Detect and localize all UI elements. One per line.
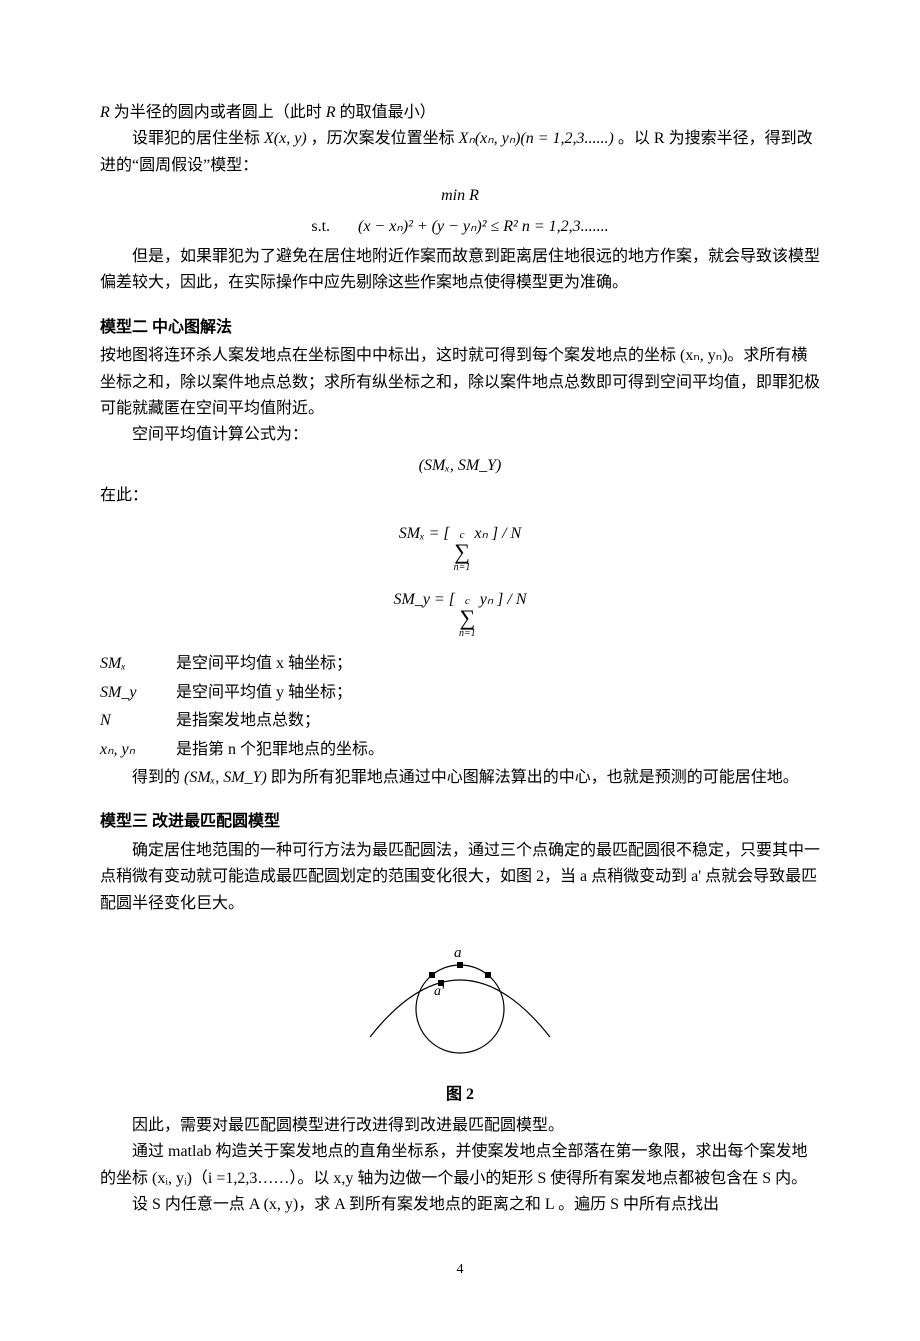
var-R-2: R	[326, 104, 336, 121]
model2-here: 在此：	[100, 483, 820, 509]
def-row: N 是指案发地点总数；	[100, 708, 820, 734]
def-sym: xₙ, yₙ	[100, 737, 160, 763]
intro-para2: 但是，如果罪犯为了避免在居住地附近作案而故意到距离居住地很远的地方作案，就会导致…	[100, 244, 820, 297]
sum-bot-1: n=1	[454, 563, 471, 573]
sum-bot-2: n=1	[459, 629, 476, 639]
figure-2-caption: 图 2	[100, 1082, 820, 1108]
model2-p3a: 得到的	[132, 769, 184, 786]
eq-SMy: SM_y = [ c ∑ n=1 yₙ ] / N	[100, 585, 820, 641]
intro-line1-post: 的取值最小）	[340, 104, 436, 121]
model2-p2: 空间平均值计算公式为：	[100, 422, 820, 448]
def-row: xₙ, yₙ 是指第 n 个犯罪地点的坐标。	[100, 737, 820, 763]
page: R 为半径的圆内或者圆上（此时 R 的取值最小） 设罪犯的居住坐标 X(x, y…	[0, 0, 920, 1341]
expr-Xn: Xₙ(xₙ, yₙ)(n = 1,2,3......)	[459, 130, 614, 147]
eq-SMpair: (SMₓ, SM_Y)	[100, 453, 820, 479]
eq-minR: min R	[100, 183, 820, 209]
svg-text:a': a'	[434, 984, 445, 999]
eq-st: s.t. (x − xₙ)² + (y − yₙ)² ≤ R² n = 1,2,…	[100, 214, 820, 240]
model3-p4: 设 S 内任意一点 A (x, y)，求 A 到所有案发地点的距离之和 L 。遍…	[100, 1192, 820, 1218]
expr-SMpair2: (SMₓ, SM_Y)	[184, 769, 267, 786]
model3-title: 模型三 改进最匹配圆模型	[100, 809, 820, 835]
model3-p2: 因此，需要对最匹配圆模型进行改进得到改进最匹配圆模型。	[100, 1113, 820, 1139]
figure-2-svg: a a'	[360, 927, 560, 1067]
svg-text:a: a	[454, 945, 462, 961]
def-txt: 是空间平均值 x 轴坐标；	[176, 651, 352, 677]
intro-line1: R 为半径的圆内或者圆上（此时 R 的取值最小）	[100, 100, 820, 126]
intro-p1-a: 设罪犯的居住坐标	[132, 130, 264, 147]
SMy-lhs: SM_y = [	[393, 591, 454, 608]
def-sym: SMₓ	[100, 651, 160, 677]
st-label: s.t.	[311, 218, 330, 235]
model3-p1: 确定居住地范围的一种可行方法为最匹配圆法，通过三个点确定的最匹配圆很不稳定，只要…	[100, 838, 820, 917]
page-number: 4	[100, 1258, 820, 1281]
expr-Xxy: X(x, y)	[264, 130, 307, 147]
model2-p3: 得到的 (SMₓ, SM_Y) 即为所有犯罪地点通过中心图解法算出的中心，也就是…	[100, 765, 820, 791]
def-row: SM_y 是空间平均值 y 轴坐标；	[100, 680, 820, 706]
SMy-rhs: yₙ ] / N	[480, 591, 527, 608]
def-txt: 是指第 n 个犯罪地点的坐标。	[176, 737, 384, 763]
st-expr: (x − xₙ)² + (y − yₙ)² ≤ R² n = 1,2,3....…	[358, 218, 609, 235]
sigma-icon: c ∑ n=1	[454, 530, 471, 573]
sigma-icon-2: c ∑ n=1	[459, 596, 476, 639]
intro-line1-pre-text: 为半径的圆内或者圆上（此时	[114, 104, 326, 121]
intro-para1: 设罪犯的居住坐标 X(x, y) ，历次案发位置坐标 Xₙ(xₙ, yₙ)(n …	[100, 126, 820, 179]
SMx-rhs: xₙ ] / N	[474, 525, 521, 542]
eq-SMx: SMₓ = [ c ∑ n=1 xₙ ] / N	[100, 519, 820, 575]
def-sym: N	[100, 708, 160, 734]
model2-title: 模型二 中心图解法	[100, 315, 820, 341]
model2-p1: 按地图将连环杀人案发地点在坐标图中中标出，这时就可得到每个案发地点的坐标 (xₙ…	[100, 343, 820, 422]
def-txt: 是空间平均值 y 轴坐标；	[176, 680, 352, 706]
intro-p1-b: ，历次案发位置坐标	[311, 130, 459, 147]
def-row: SMₓ 是空间平均值 x 轴坐标；	[100, 651, 820, 677]
figure-2: a a'	[100, 927, 820, 1076]
var-R: R	[100, 104, 110, 121]
SMx-lhs: SMₓ = [	[399, 525, 450, 542]
def-list: SMₓ 是空间平均值 x 轴坐标； SM_y 是空间平均值 y 轴坐标； N 是…	[100, 651, 820, 763]
model2-p3b: 即为所有犯罪地点通过中心图解法算出的中心，也就是预测的可能居住地。	[271, 769, 799, 786]
def-txt: 是指案发地点总数；	[176, 708, 320, 734]
def-sym: SM_y	[100, 680, 160, 706]
model3-p3: 通过 matlab 构造关于案发地点的直角坐标系，并使案发地点全部落在第一象限，…	[100, 1139, 820, 1192]
